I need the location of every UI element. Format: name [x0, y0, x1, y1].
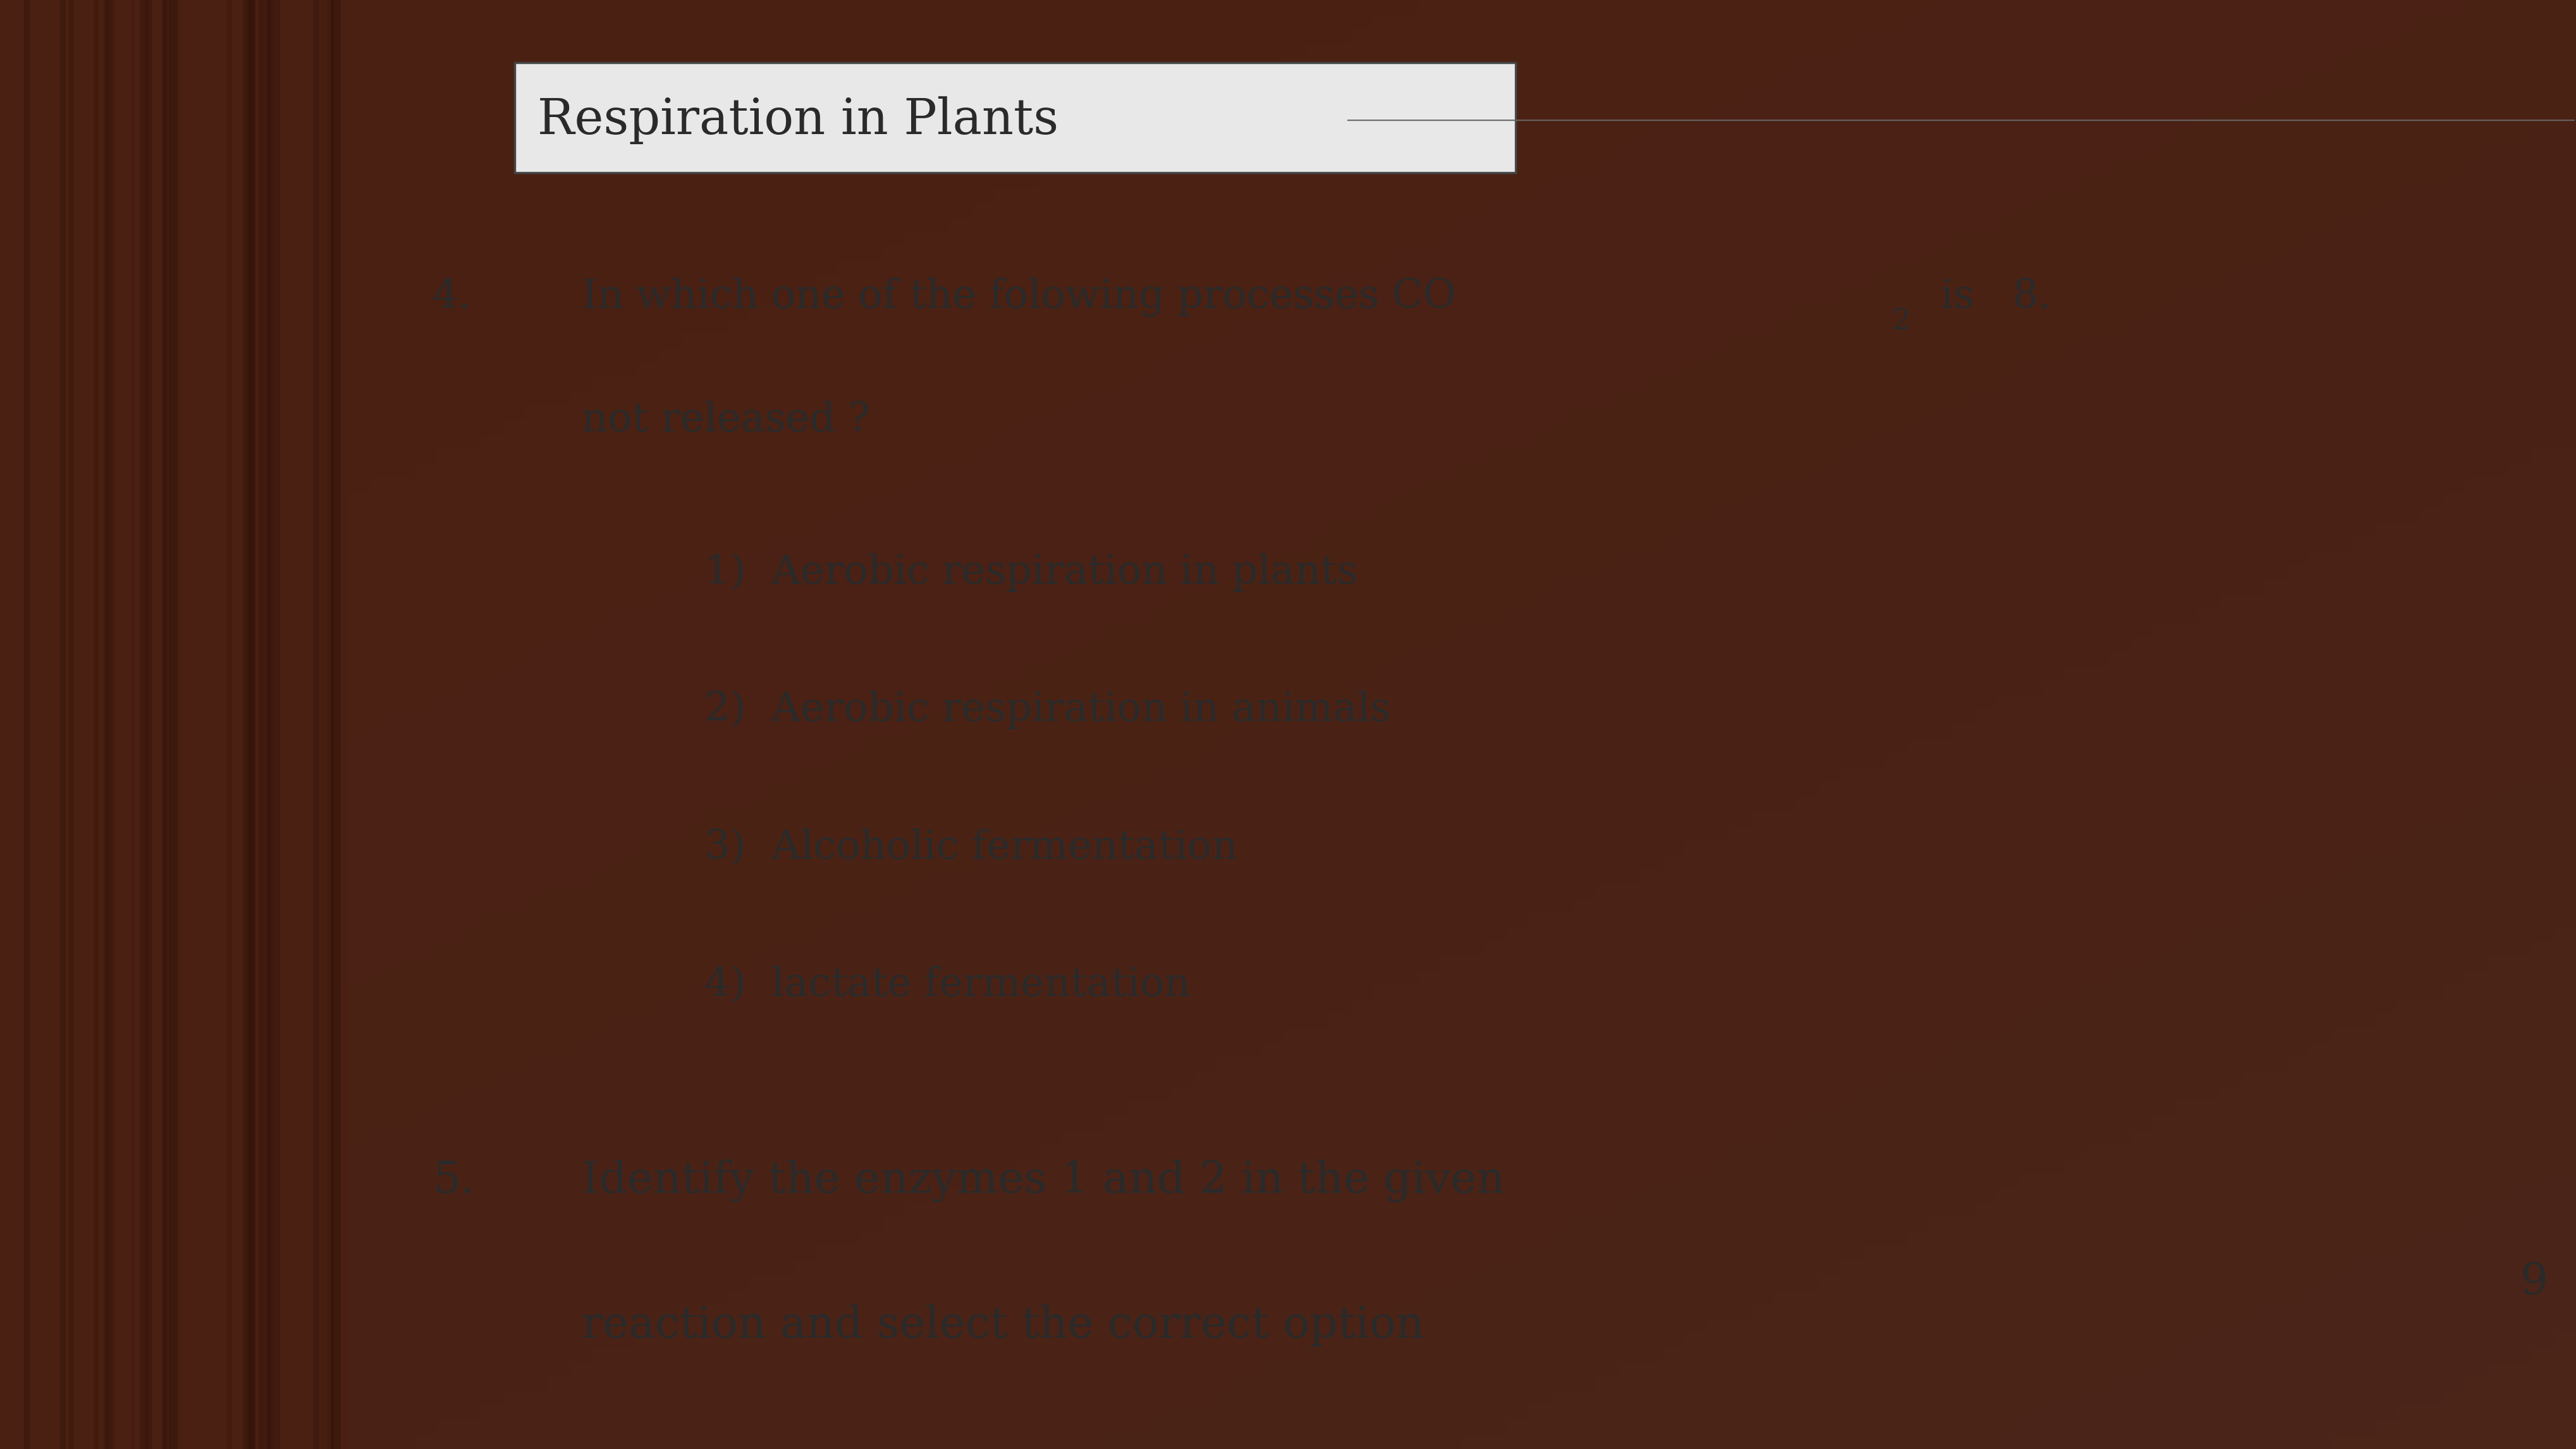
Text: reaction and select the correct option: reaction and select the correct option: [582, 1306, 1425, 1346]
Text: is   8.: is 8.: [1927, 278, 2050, 316]
Text: 1)  Aerobic respiration in plants: 1) Aerobic respiration in plants: [703, 554, 1358, 591]
Text: 4)  lactate fermentation: 4) lactate fermentation: [703, 966, 1190, 1004]
Text: 2: 2: [1891, 307, 1911, 336]
Text: 9: 9: [2519, 1262, 2548, 1303]
FancyBboxPatch shape: [515, 62, 1515, 172]
Text: 5.: 5.: [433, 1161, 474, 1201]
Text: 4.: 4.: [433, 278, 471, 316]
Text: Respiration in Plants: Respiration in Plants: [538, 96, 1059, 145]
Text: In which one of the folowing processes CO: In which one of the folowing processes C…: [582, 277, 1455, 317]
Text: 3)  Alcoholic fermentation: 3) Alcoholic fermentation: [703, 829, 1236, 867]
Text: Identify the enzymes 1 and 2 in the given: Identify the enzymes 1 and 2 in the give…: [582, 1159, 1504, 1203]
Text: not released ?: not released ?: [582, 401, 871, 439]
Text: 2)  Aerobic respiration in animals: 2) Aerobic respiration in animals: [703, 691, 1391, 729]
